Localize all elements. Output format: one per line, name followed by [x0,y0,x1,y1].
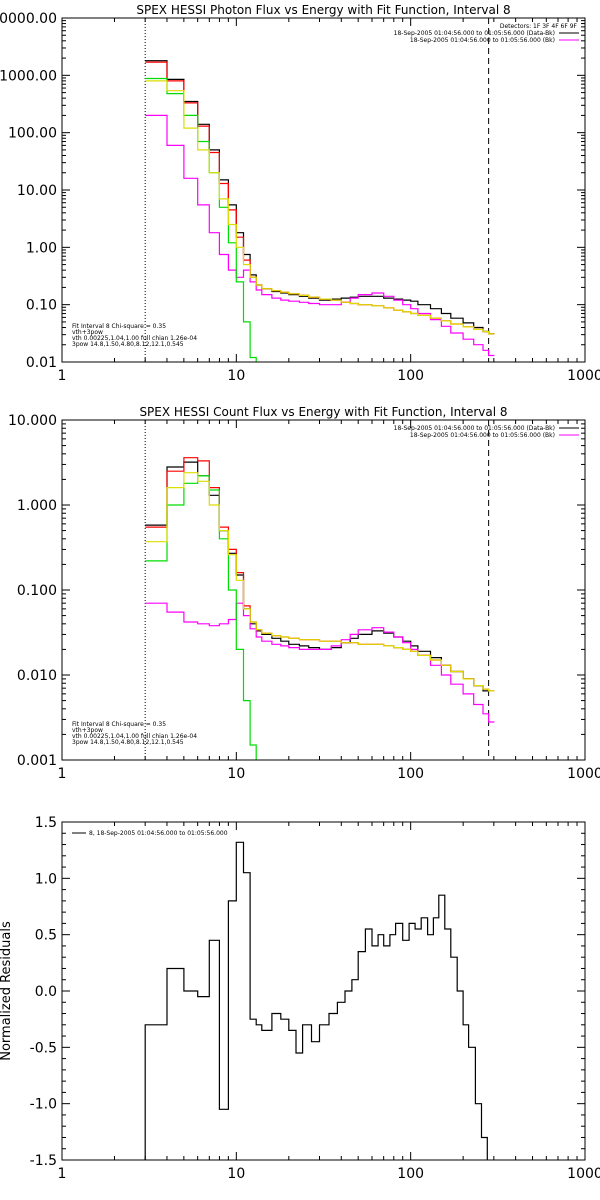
series-line-4 [145,475,257,760]
x-tick-label: 1 [58,368,67,384]
x-tick-label: 1 [58,1166,67,1182]
legend-entry: Fit Interval 8 Chi-square = 0.35 [72,721,166,728]
x-tick-label: 1000 [567,1166,600,1182]
y-tick-label: 0.5 [35,928,57,944]
y-tick-label: 0.0 [35,984,57,1000]
chart-panel-1: SPEX HESSI Photon Flux vs Energy with Fi… [0,3,600,384]
y-tick-label: 100.00 [8,126,57,142]
y-tick-label: -0.5 [30,1040,57,1056]
y-tick-label: 10.00 [17,183,57,199]
legend-entry: 3pow 14.8,1.50,4.80,8.12,12.1,0.545 [72,341,184,348]
legend-entry: 3pow 14.8,1.50,4.80,8.12,12.1,0.545 [72,739,184,746]
legend-entry: vth+3pow [72,727,103,734]
plot-frame [61,419,586,761]
y-tick-label: 1.00 [26,240,57,256]
legend-entry: 18-Sep-2005 01:04:56.000 to 01:05:56.000… [394,30,555,37]
y-tick-label: 10.000 [8,413,57,429]
series-line-5 [145,80,495,335]
y-tick-label: 1.0 [35,871,57,887]
plot-frame [61,17,586,363]
series-line-3 [145,457,495,692]
series-line-1 [145,461,489,692]
y-tick-label: 1.000 [17,498,57,514]
plot-frame [61,821,586,1161]
y-tick-label: 0.10 [26,298,57,314]
legend-entry: 18-Sep-2005 01:04:56.000 to 01:05:56.000… [410,37,555,44]
series-line-2 [145,602,495,723]
y-tick-label: 1.5 [35,815,57,831]
series-line-5 [145,472,495,692]
x-tick-label: 1000 [567,368,600,384]
chart-title: SPEX HESSI Photon Flux vs Energy with Fi… [136,3,510,17]
x-tick-label: 10 [227,1166,245,1182]
x-tick-label: 100 [397,368,424,384]
x-tick-label: 10 [227,368,245,384]
legend-entry: 18-Sep-2005 01:04:56.000 to 01:05:56.000… [394,425,555,432]
legend-entry: 18-Sep-2005 01:04:56.000 to 01:05:56.000… [410,432,555,439]
y-axis-label: Normalized Residuals [0,921,14,1061]
legend-entry: Fit Interval 8 Chi-square = 0.35 [72,323,166,330]
series-line-2 [145,114,495,357]
x-tick-label: 100 [397,766,424,782]
y-tick-label: -1.5 [30,1153,57,1169]
series-line-1 [144,841,488,1160]
chart-panel-2: SPEX HESSI Count Flux vs Energy with Fit… [8,405,600,782]
chart-title: SPEX HESSI Count Flux vs Energy with Fit… [139,405,507,419]
x-tick-label: 1 [58,766,67,782]
legend-entry: vth+3pow [72,329,103,336]
y-tick-label: 1000.00 [0,68,57,84]
legend-entry: vth 0.00225,1.04,1.00 full chian 1.26e-0… [72,335,197,342]
legend-entry: 8, 18-Sep-2005 01:04:56.000 to 01:05:56.… [89,830,228,837]
x-tick-label: 10 [227,766,245,782]
chart-panel-3: Normalized Residuals 1 10 100 1000 -1.5 -1.0 -0… [0,815,600,1182]
y-tick-label: -1.0 [30,1097,57,1113]
y-tick-label: 0.01 [26,355,57,371]
y-tick-label: 0.001 [17,753,57,769]
y-tick-label: 0.100 [17,583,57,599]
x-tick-label: 1000 [567,766,600,782]
y-tick-label: 0.010 [17,668,57,684]
legend-entry: Detectors: 1F 3F 4F 6F 9F [500,23,578,30]
legend-entry: vth 0.00225,1.04,1.00 full chian 1.26e-0… [72,733,197,740]
x-tick-label: 100 [397,1166,424,1182]
